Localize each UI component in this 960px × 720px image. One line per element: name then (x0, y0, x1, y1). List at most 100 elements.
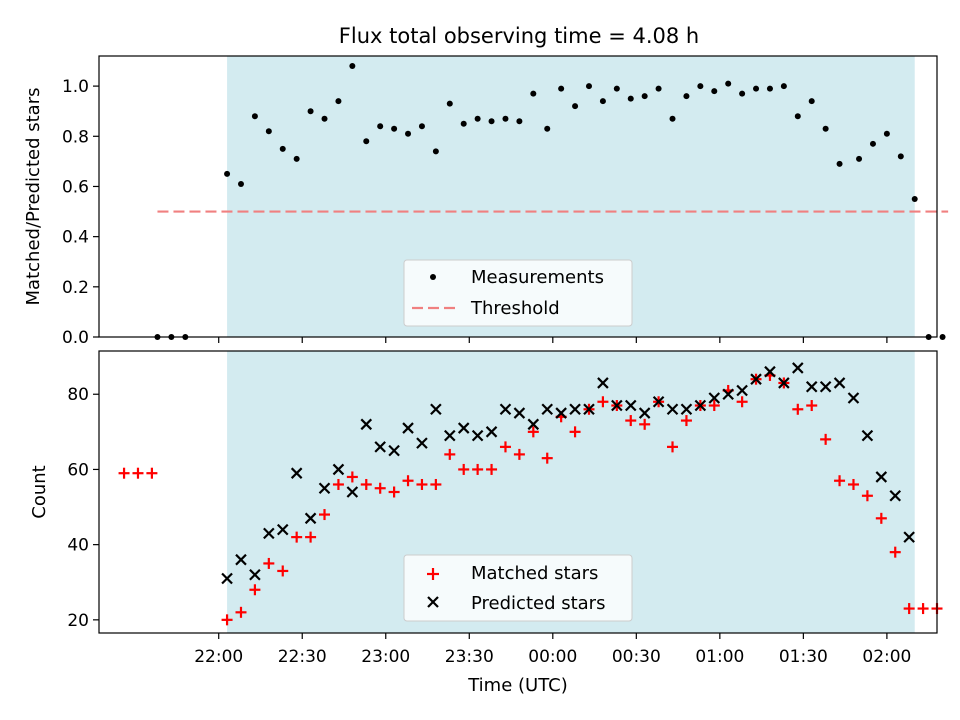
bottom-legend-box (403, 554, 633, 622)
predicted-star-point (290, 467, 303, 479)
predicted-star-point (416, 437, 428, 449)
matched-star-point (360, 478, 372, 490)
matched-star-point (388, 486, 400, 498)
matched-star-point (792, 403, 804, 415)
predicted-star-point (624, 399, 637, 412)
matched-star-point (806, 400, 818, 412)
measurement-point (883, 130, 890, 137)
measurement-point (939, 334, 946, 340)
predicted-star-point (304, 512, 317, 525)
bottom-x-axis: 22:00 22:30 23:00 23:30 00:00 00:30 01:00 01:30… (194, 633, 911, 667)
y-tick-label: 40 (67, 536, 89, 556)
measurement-point (265, 128, 272, 135)
measurement-point (460, 120, 467, 127)
measurement-point (516, 118, 523, 125)
matched-star-point (486, 463, 498, 475)
measurement-point (558, 85, 565, 92)
legend-marker-matched-stars (427, 568, 439, 580)
matched-star-point (847, 478, 859, 490)
measurement-point (739, 90, 746, 97)
matched-star-point (680, 415, 692, 427)
predicted-star-point (541, 403, 554, 416)
predicted-star-point (485, 426, 498, 438)
bottom-legend: Matched stars Predicted stars (403, 554, 633, 622)
matched-star-point (430, 478, 442, 490)
measurement-point (405, 130, 412, 137)
predicted-star-point (875, 471, 888, 483)
measurement-point (307, 108, 314, 115)
matched-star-point (249, 584, 261, 596)
matched-star-point (527, 426, 539, 438)
top-axes-frame (98, 55, 938, 338)
y-tick-label: 0.8 (62, 127, 89, 147)
measurement-point (446, 100, 453, 107)
x-tick-label: 02:00 (862, 647, 911, 667)
predicted-star-point (889, 489, 902, 502)
x-tick-label: 22:30 (278, 647, 327, 667)
predicted-star-point (276, 523, 289, 536)
top-x-ticks (218, 337, 888, 343)
matched-star-point (221, 614, 233, 626)
predicted-star-point (778, 377, 790, 389)
predicted-star-point (430, 403, 442, 416)
predicted-star-point (457, 422, 470, 434)
bottom-y-axis-label: Count (29, 465, 50, 518)
predicted-star-point (694, 399, 707, 412)
measurement-point (836, 160, 843, 167)
measurement-point (224, 170, 231, 177)
measurement-point (780, 83, 787, 90)
matched-star-point (277, 565, 289, 577)
top-legend-box (403, 259, 633, 327)
predicted-star-point (680, 403, 693, 416)
predicted-star-point (346, 486, 359, 498)
measurement-point (808, 98, 815, 105)
legend-label-matched-stars: Matched stars (471, 563, 598, 584)
matched-star-point (820, 433, 832, 445)
x-tick-label: 22:00 (194, 647, 243, 667)
measurement-point (237, 180, 244, 187)
predicted-star-point (638, 407, 651, 419)
legend-marker-predicted-stars (427, 596, 439, 608)
measurement-point (641, 93, 648, 100)
measurement-point (488, 118, 495, 125)
matched-star-point (708, 400, 720, 412)
measurement-point (251, 113, 258, 120)
measurement-point (683, 93, 690, 100)
predicted-star-point (360, 418, 373, 431)
predicted-star-point (555, 407, 567, 419)
matched-star-point (416, 478, 428, 490)
predicted-star-point (499, 403, 512, 416)
matched-star-point (346, 471, 358, 483)
measurements-series (154, 63, 946, 340)
x-axis-label: Time (UTC) (467, 675, 568, 696)
measurement-point (897, 153, 904, 160)
predicted-star-point (444, 429, 456, 442)
measurement-point (418, 123, 425, 130)
matched-star-point (472, 463, 484, 475)
matched-star-point (146, 467, 158, 479)
measurement-point (725, 80, 732, 87)
matched-star-point (625, 415, 637, 427)
measurement-point (530, 90, 537, 97)
top-legend: Measurements Threshold (403, 259, 633, 327)
matched-star-point (569, 426, 581, 438)
predicted-star-point (235, 553, 247, 566)
measurement-point (572, 103, 579, 110)
matched-star-point (541, 452, 553, 464)
measurement-point (474, 115, 481, 122)
matched-star-point (499, 441, 511, 453)
y-tick-label: 0.0 (62, 328, 89, 348)
matched-star-point (861, 490, 873, 502)
matched-star-point (834, 475, 846, 487)
x-tick-label: 00:00 (528, 647, 577, 667)
legend-label-threshold: Threshold (470, 298, 560, 319)
legend-label-measurements: Measurements (471, 267, 604, 288)
predicted-star-point (708, 392, 721, 404)
bottom-axes-frame (98, 350, 938, 634)
predicted-star-point (792, 362, 804, 374)
predicted-star-point (597, 377, 609, 389)
measurement-point (377, 123, 384, 130)
matched-star-point (332, 478, 344, 490)
predicted-star-point (847, 392, 860, 404)
